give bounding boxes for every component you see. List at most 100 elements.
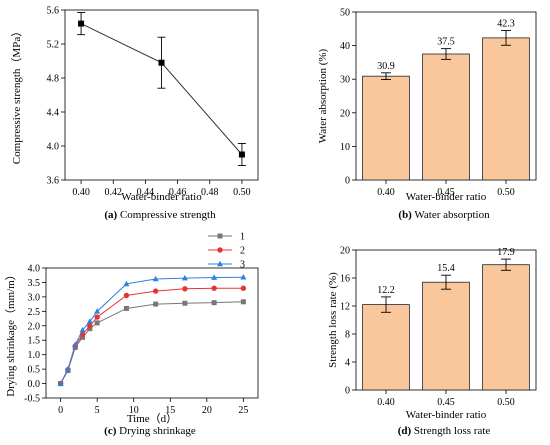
plot-frame [64, 9, 259, 181]
y-tick-label: 10 [340, 142, 350, 153]
panel-caption: (a) Compressive strength [104, 209, 216, 221]
data-label: 15.4 [437, 263, 455, 274]
bar [362, 304, 410, 391]
data-point [152, 275, 159, 282]
panel-caption: (c) Drying shrinkage [104, 425, 196, 437]
chart-panel-1: 0 10 20 30 40 50 30.9 0.40 37.5 0.45 42.3 0.50 Water… [317, 8, 537, 221]
y-tick-label: 5.2 [47, 40, 60, 51]
x-tick-label: 0.42 [105, 187, 123, 198]
data-label: 12.2 [377, 285, 395, 296]
caption-text: Drying shrinkage [116, 425, 196, 437]
series-line-1 [60, 301, 244, 384]
x-tick-label: 5 [95, 405, 100, 416]
data-point [79, 326, 86, 333]
data-point [57, 380, 64, 386]
legend-entry: 1 [240, 232, 245, 243]
data-point [240, 274, 247, 280]
y-tick-label: 3.6 [47, 176, 60, 187]
x-tick-label: 0.50 [497, 397, 515, 408]
data-point [87, 326, 93, 332]
x-axis-label: Water-binder ratio [406, 191, 487, 203]
x-tick-label: 0.48 [201, 187, 219, 198]
chart-panel-3: 0 4 8 12 16 20 12.2 0.40 15.4 0.45 17.9 0.50 Water-b… [327, 246, 537, 437]
data-point [64, 365, 71, 372]
y-tick-label: 4.4 [47, 108, 60, 119]
data-point [78, 20, 85, 27]
data-point [211, 285, 217, 291]
x-tick-label: 10 [129, 405, 139, 416]
data-point [94, 308, 101, 314]
x-tick-label: 0.45 [437, 397, 455, 408]
caption-text: Strength loss rate [411, 425, 490, 437]
x-tick-label: 0.40 [72, 187, 90, 198]
caption-tag: (b) [398, 209, 412, 221]
data-point [152, 288, 159, 294]
chart-panel-0: 3.6 4.0 4.4 4.8 5.2 5.6 0.40 0.42 0.44 0.46 0.48 0.… [10, 6, 259, 221]
x-axis-label: Water-binder ratio [406, 409, 487, 421]
y-tick-label: 2.5 [28, 307, 41, 318]
x-tick-label: 0.44 [137, 187, 155, 198]
caption-text: Compressive strength [117, 209, 216, 221]
x-tick-label: 0.46 [169, 187, 187, 198]
y-tick-label: 8 [345, 330, 350, 341]
data-point [240, 285, 247, 291]
y-tick-label: 2.0 [28, 321, 41, 332]
y-tick-label: 4.0 [28, 264, 41, 275]
legend-entry: 3 [240, 260, 245, 271]
x-axis-label: Time（d） [127, 412, 177, 425]
y-tick-label: 16 [340, 274, 350, 285]
data-label: 17.9 [497, 247, 515, 258]
data-point [123, 292, 130, 299]
data-point [211, 274, 218, 280]
data-point [123, 305, 129, 311]
panel-caption: (b) Water absorption [398, 209, 490, 221]
y-tick-label: 20 [340, 246, 350, 257]
x-tick-label: 0.45 [437, 187, 455, 198]
x-axis-label: Water-binder ratio [121, 191, 202, 203]
legend-marker [217, 233, 223, 239]
chart-panel-2: -0.5 0.0 0.5 1.0 1.5 2.0 2.5 3.0 3.5 4.0 0 5 10 15 20 2… [4, 232, 259, 437]
data-point [94, 320, 100, 326]
data-label: 42.3 [497, 18, 515, 29]
data-point [80, 334, 86, 340]
y-tick-label: 3.0 [28, 292, 41, 303]
y-tick-label: 4 [345, 358, 350, 369]
data-point [158, 59, 165, 66]
y-tick-label: 3.5 [28, 278, 41, 289]
y-axis-label: Compressive strength（MPa） [10, 26, 23, 164]
panel-caption: (d) Strength loss rate [398, 425, 491, 437]
data-point [240, 299, 246, 305]
bar [362, 75, 410, 181]
data-point [182, 300, 188, 306]
data-point [86, 318, 93, 324]
data-point [72, 341, 79, 347]
y-tick-label: 50 [340, 8, 350, 19]
data-point [211, 300, 217, 306]
y-tick-label: 0.5 [28, 365, 41, 376]
bar [422, 53, 470, 181]
x-tick-label: 0.50 [233, 187, 251, 198]
y-tick-label: 0.0 [28, 379, 41, 390]
legend-marker [217, 247, 223, 253]
data-point [87, 323, 93, 329]
caption-text: Water absorption [412, 209, 490, 221]
data-point [238, 151, 245, 158]
y-tick-label: 1.5 [28, 336, 41, 347]
caption-tag: (c) [104, 425, 117, 437]
x-tick-label: 25 [238, 405, 248, 416]
data-point [94, 314, 100, 320]
caption-tag: (a) [104, 209, 117, 221]
data-label: 30.9 [377, 61, 395, 72]
y-tick-label: 40 [340, 41, 350, 52]
x-tick-label: 0 [58, 405, 63, 416]
caption-tag: (d) [398, 425, 412, 437]
data-label: 37.5 [437, 37, 455, 48]
data-point [123, 280, 130, 287]
bar [422, 281, 470, 391]
y-tick-label: 30 [340, 75, 350, 86]
y-axis-label: Strength loss rate (%) [327, 272, 339, 368]
data-point [182, 286, 188, 292]
y-tick-label: 4.0 [47, 142, 60, 153]
x-tick-label: 20 [202, 405, 212, 416]
